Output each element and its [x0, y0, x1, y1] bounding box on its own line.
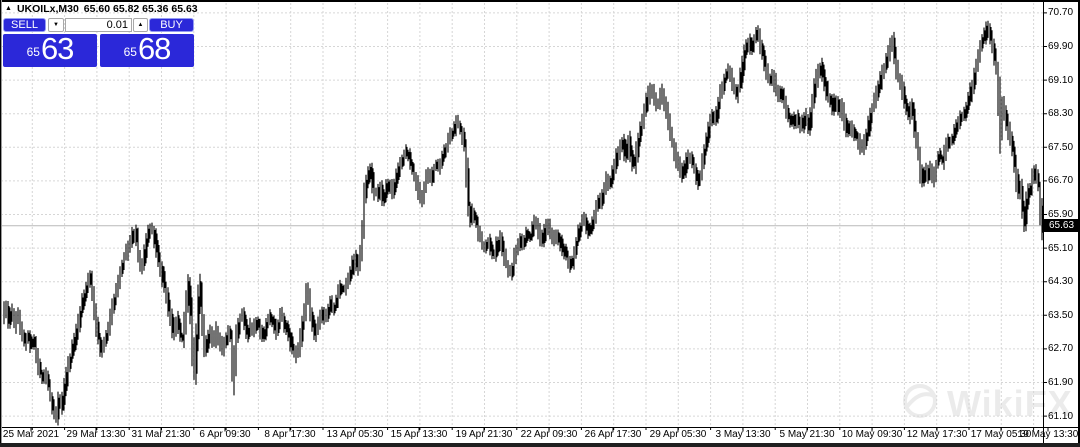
time-axis-label: 19 Apr 21:30	[455, 429, 513, 440]
price-axis-label: 69.90	[1048, 41, 1074, 52]
price-axis-label: 64.30	[1048, 276, 1074, 288]
price-axis-label: 61.10	[1048, 410, 1074, 422]
time-axis-label: 6 Apr 09:30	[199, 429, 251, 440]
time-axis-label: 29 Mar 13:30	[66, 429, 126, 440]
time-axis-label: 3 May 13:30	[715, 429, 771, 440]
price-axis[interactable]: 70.70 69.90 69.10 68.30 67.50 66.70 65.90 65.10…	[1045, 0, 1079, 447]
buy-price-big: 68	[137, 31, 171, 66]
time-axis-label: 22 Apr 09:30	[520, 429, 578, 440]
time-axis[interactable]: 25 Mar 2021 29 Mar 13:30 31 Mar 21:30 6 Apr…	[0, 429, 1080, 443]
buy-price-small: 65	[123, 45, 137, 59]
time-axis-label: 8 Apr 17:30	[264, 429, 316, 440]
time-axis-label: 17 May 05:30	[970, 429, 1032, 440]
price-axis-label: 61.90	[1048, 377, 1074, 388]
time-axis-label: 15 Apr 13:30	[390, 429, 448, 440]
sell-price-box[interactable]: 65 63	[3, 31, 97, 67]
time-axis-label: 25 Mar 2021	[2, 429, 60, 440]
time-axis-label: 5 May 21:30	[779, 429, 835, 440]
price-axis-label: 68.30	[1048, 108, 1074, 120]
price-axis-label: 65.10	[1048, 242, 1074, 254]
volume-input[interactable]	[65, 18, 132, 32]
wikifx-logo-icon	[900, 381, 940, 426]
volume-up-button[interactable]: ▲	[133, 18, 148, 32]
sell-price-small: 65	[26, 45, 40, 59]
window-border-top	[0, 0, 1080, 2]
one-click-trade-panel: SELL ▼ ▲ BUY 65 63 65 68	[3, 18, 194, 68]
time-axis-label: 10 May 09:30	[841, 429, 903, 440]
chart-title-bar: ▲ UKOILx,M30 65.60 65.82 65.36 65.63	[5, 3, 198, 15]
window-border-bottom	[0, 443, 1080, 447]
collapse-panel-arrow-icon[interactable]: ▲	[5, 5, 12, 12]
time-axis-label: 19 May 13:30	[1017, 429, 1079, 440]
window-border-right	[1078, 0, 1080, 447]
price-axis-label: 70.70	[1048, 7, 1074, 19]
buy-price-box[interactable]: 65 68	[100, 31, 194, 67]
time-axis-label: 12 May 17:30	[906, 429, 968, 440]
symbol-title: UKOILx,M30	[16, 3, 79, 15]
current-price-badge: 65.63	[1044, 219, 1079, 233]
window-border-left	[0, 0, 2, 447]
ohlc-values: 65.60 65.82 65.36 65.63	[83, 3, 198, 15]
sell-price-big: 63	[40, 31, 74, 66]
price-axis-label: 65.90	[1048, 209, 1074, 220]
volume-dropdown-button[interactable]: ▼	[48, 18, 64, 32]
price-axis-label: 67.50	[1048, 141, 1074, 153]
chevron-up-icon: ▲	[137, 22, 144, 28]
time-axis-label: 29 Apr 05:30	[649, 429, 707, 440]
buy-button[interactable]: BUY	[149, 18, 194, 32]
time-axis-label: 31 Mar 21:30	[131, 429, 191, 440]
time-axis-label: 26 Apr 17:30	[584, 429, 642, 440]
price-axis-label: 63.50	[1048, 309, 1074, 321]
price-axis-label: 66.70	[1048, 175, 1074, 187]
time-axis-label: 13 Apr 05:30	[326, 429, 384, 440]
price-axis-label: 62.70	[1048, 343, 1074, 355]
price-axis-label: 69.10	[1048, 74, 1074, 86]
chevron-down-icon: ▼	[53, 22, 59, 28]
sell-button[interactable]: SELL	[3, 18, 46, 32]
